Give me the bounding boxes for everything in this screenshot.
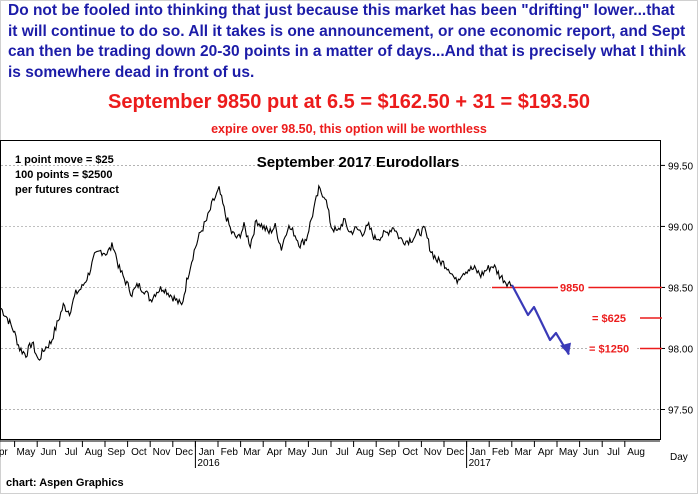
x-tick-label: Nov <box>424 447 442 458</box>
headline-text: Do not be fooled into thinking that just… <box>8 2 686 81</box>
level-label: = $1250 <box>589 343 629 355</box>
x-tick-label: Nov <box>153 447 171 458</box>
x-tick-label: Jan <box>470 447 486 458</box>
x-tick-label: Sep <box>107 447 125 458</box>
level-label: 9850 <box>560 282 584 294</box>
x-tick-label: Feb <box>221 447 239 458</box>
x-tick-label: Oct <box>131 447 147 458</box>
year-label: 2016 <box>197 458 220 469</box>
x-tick-label: Dec <box>175 447 193 458</box>
x-tick-label: Aug <box>356 447 374 458</box>
x-tick-label: Jan <box>199 447 215 458</box>
projection-arrow <box>511 284 571 356</box>
x-tick-label: Feb <box>492 447 510 458</box>
info-line-3: per futures contract <box>15 184 119 196</box>
year-label: 2017 <box>469 458 492 469</box>
y-tick-label: 98.00 <box>668 344 693 355</box>
source-credit: chart: Aspen Graphics <box>6 477 124 489</box>
price-line <box>0 184 513 361</box>
x-tick-label: Jul <box>336 447 349 458</box>
x-tick-label: May <box>559 447 578 458</box>
strike-levels: 9850 = $625 = $1250 <box>492 280 662 356</box>
x-tick-label: Jun <box>40 447 56 458</box>
option-offer-text: September 9850 put at 6.5 = $162.50 + 31… <box>108 91 590 113</box>
level-label-bg <box>590 310 634 325</box>
x-axis: pr May Jun Jul Aug Sep Oct Nov Dec Jan Feb Mar Apr Ma… <box>0 440 660 469</box>
x-tick-label: Mar <box>514 447 532 458</box>
x-tick-label: Mar <box>243 447 261 458</box>
price-series <box>0 184 513 361</box>
info-line-1: 1 point move = $25 <box>15 154 114 166</box>
x-tick-label: Apr <box>267 447 283 458</box>
x-tick-label: Oct <box>402 447 418 458</box>
x-tick-label: Dec <box>446 447 464 458</box>
x-tick-label: Jun <box>312 447 328 458</box>
plot-area <box>0 140 661 440</box>
y-tick-label: 97.50 <box>668 405 693 416</box>
y-tick-label: 99.50 <box>668 161 693 172</box>
x-tick-label: Aug <box>85 447 103 458</box>
y-tick-label: 99.00 <box>668 222 693 233</box>
x-tick-label: May <box>288 447 307 458</box>
x-tick-label: Jul <box>607 447 620 458</box>
x-tick-label: pr <box>0 447 8 458</box>
info-line-2: 100 points = $2500 <box>15 169 113 181</box>
x-tick-label: Aug <box>627 447 645 458</box>
level-label-bg <box>558 280 589 295</box>
x-tick-label: Sep <box>379 447 397 458</box>
level-label-bg <box>587 341 638 356</box>
x-tick-label: Jun <box>583 447 599 458</box>
y-tick-label: 98.50 <box>668 283 693 294</box>
level-label: = $625 <box>592 313 626 325</box>
info-box: 1 point move = $25 100 points = $2500 pe… <box>15 154 119 196</box>
expiry-note: expire over 98.50, this option will be w… <box>211 122 487 136</box>
x-tick-label: Apr <box>538 447 554 458</box>
chart-title: September 2017 Eurodollars <box>257 154 460 171</box>
x-tick-label: May <box>16 447 35 458</box>
y-axis: 99.50 99.00 98.50 98.00 97.50 <box>660 161 693 416</box>
projection-line <box>511 284 570 356</box>
x-axis-label: Day <box>670 452 688 463</box>
x-tick-label: Jul <box>65 447 78 458</box>
projection-arrowhead <box>560 342 571 355</box>
